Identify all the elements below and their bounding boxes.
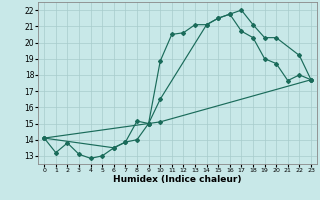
- X-axis label: Humidex (Indice chaleur): Humidex (Indice chaleur): [113, 175, 242, 184]
